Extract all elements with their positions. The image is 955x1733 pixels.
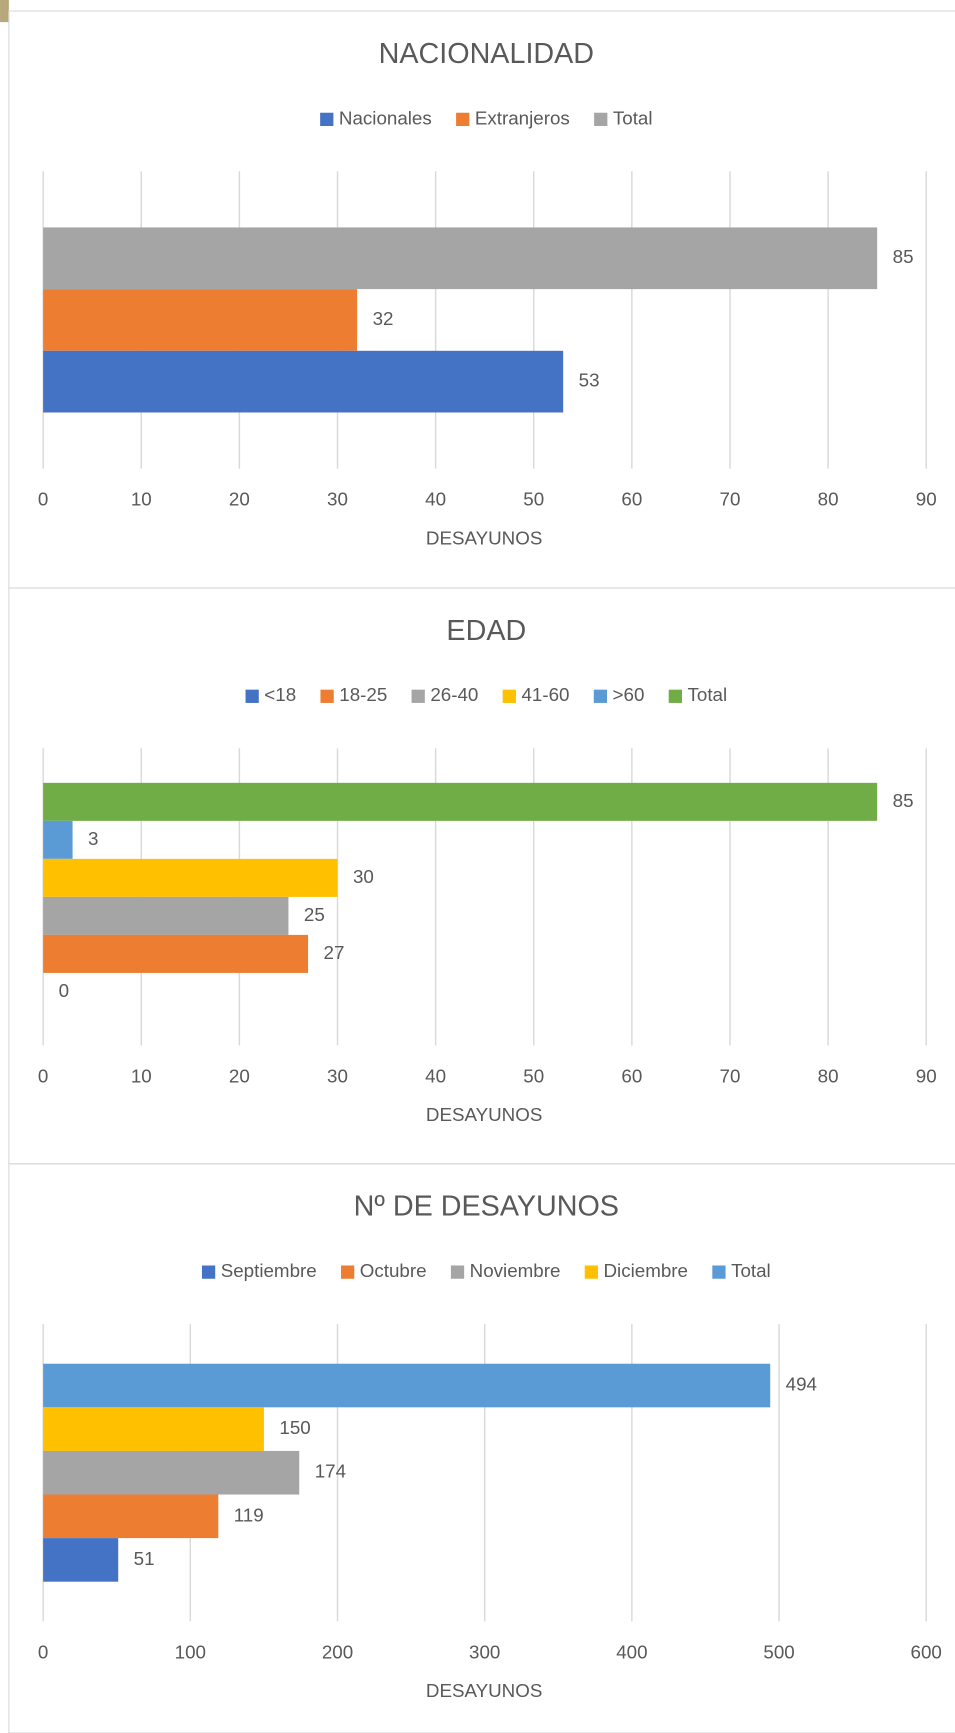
x-tick-label: 20	[229, 489, 250, 510]
legend-label: Septiembre	[221, 1260, 317, 1281]
x-tick-label: 10	[131, 489, 152, 510]
data-label: 85	[893, 246, 914, 267]
legend-swatch	[502, 689, 516, 703]
x-tick-label: 70	[720, 489, 741, 510]
x-tick-label: 40	[425, 1066, 446, 1087]
legend-label: Total	[731, 1260, 771, 1281]
legend-label: Extranjeros	[475, 107, 570, 128]
x-tick-label: 400	[616, 1641, 647, 1662]
x-tick-label: 0	[38, 489, 48, 510]
corner-accent	[0, 0, 9, 23]
data-label: 85	[893, 790, 914, 811]
x-tick-label: 0	[38, 1641, 48, 1662]
x-tick-label: 600	[911, 1641, 942, 1662]
legend-swatch	[584, 1265, 598, 1279]
x-tick-label: 10	[131, 1066, 152, 1087]
legend-swatch	[245, 689, 259, 703]
bar	[43, 1407, 264, 1451]
x-tick-label: 80	[818, 489, 839, 510]
legend-label: >60	[613, 684, 645, 705]
x-tick-label: 100	[175, 1641, 206, 1662]
x-axis-title: DESAYUNOS	[426, 527, 542, 548]
legend-label: <18	[264, 684, 296, 705]
data-label: 51	[134, 1548, 155, 1569]
chart-title: EDAD	[446, 615, 526, 647]
x-axis-title: DESAYUNOS	[426, 1104, 542, 1125]
data-label: 30	[353, 866, 374, 887]
legend-swatch	[450, 1265, 465, 1279]
bar	[43, 896, 289, 935]
data-label: 119	[234, 1504, 264, 1525]
chart-frame	[8, 1163, 955, 1733]
data-label: 27	[324, 942, 345, 963]
bar	[43, 227, 878, 290]
data-label: 174	[315, 1461, 346, 1482]
bar	[43, 782, 878, 821]
bar	[43, 934, 309, 973]
x-tick-label: 70	[720, 1066, 741, 1087]
legend-swatch	[341, 1265, 355, 1279]
legend-swatch	[593, 689, 608, 703]
legend-label: Diciembre	[604, 1260, 688, 1281]
x-tick-label: 60	[621, 1066, 642, 1087]
bar	[43, 289, 358, 351]
legend-swatch	[456, 112, 470, 126]
chart-title: NACIONALIDAD	[379, 38, 594, 70]
x-tick-label: 200	[322, 1641, 353, 1662]
x-tick-label: 80	[818, 1066, 839, 1087]
x-tick-label: 20	[229, 1066, 250, 1087]
data-label: 32	[373, 308, 394, 329]
x-tick-label: 0	[38, 1066, 48, 1087]
x-tick-label: 40	[425, 489, 446, 510]
data-label: 0	[59, 980, 69, 1001]
x-tick-label: 60	[621, 489, 642, 510]
bar	[43, 1494, 219, 1539]
chart-title: Nº DE DESAYUNOS	[354, 1191, 619, 1223]
x-tick-label: 50	[523, 489, 544, 510]
legend-label: 18-25	[339, 684, 387, 705]
x-tick-label: 30	[327, 489, 348, 510]
legend-swatch	[594, 112, 608, 126]
data-label: 25	[304, 904, 325, 925]
data-label: 3	[88, 828, 98, 849]
x-tick-label: 90	[916, 1066, 937, 1087]
bar	[43, 350, 564, 413]
data-label: 150	[279, 1417, 310, 1438]
legend-label: Nacionales	[339, 107, 432, 128]
legend-swatch	[411, 689, 425, 703]
legend-label: Noviembre	[470, 1260, 561, 1281]
legend-label: Total	[688, 684, 728, 705]
data-label: 494	[786, 1373, 817, 1394]
x-tick-label: 30	[327, 1066, 348, 1087]
legend-swatch	[201, 1265, 216, 1279]
data-label: 53	[579, 370, 600, 391]
bar	[43, 1538, 119, 1582]
legend-swatch	[668, 689, 682, 703]
bar	[43, 820, 73, 859]
legend-label: 26-40	[430, 684, 478, 705]
x-tick-label: 90	[916, 489, 937, 510]
bar	[43, 1363, 771, 1408]
legend-swatch	[320, 689, 334, 703]
legend-label: Octubre	[360, 1260, 427, 1281]
x-axis-title: DESAYUNOS	[426, 1680, 542, 1701]
legend-swatch	[320, 112, 334, 126]
x-tick-label: 50	[523, 1066, 544, 1087]
bar	[43, 1450, 300, 1495]
legend-label: Total	[613, 107, 653, 128]
bar	[43, 858, 338, 897]
x-tick-label: 500	[763, 1641, 794, 1662]
legend-label: 41-60	[521, 684, 569, 705]
legend-swatch	[712, 1265, 726, 1279]
x-tick-label: 300	[469, 1641, 500, 1662]
